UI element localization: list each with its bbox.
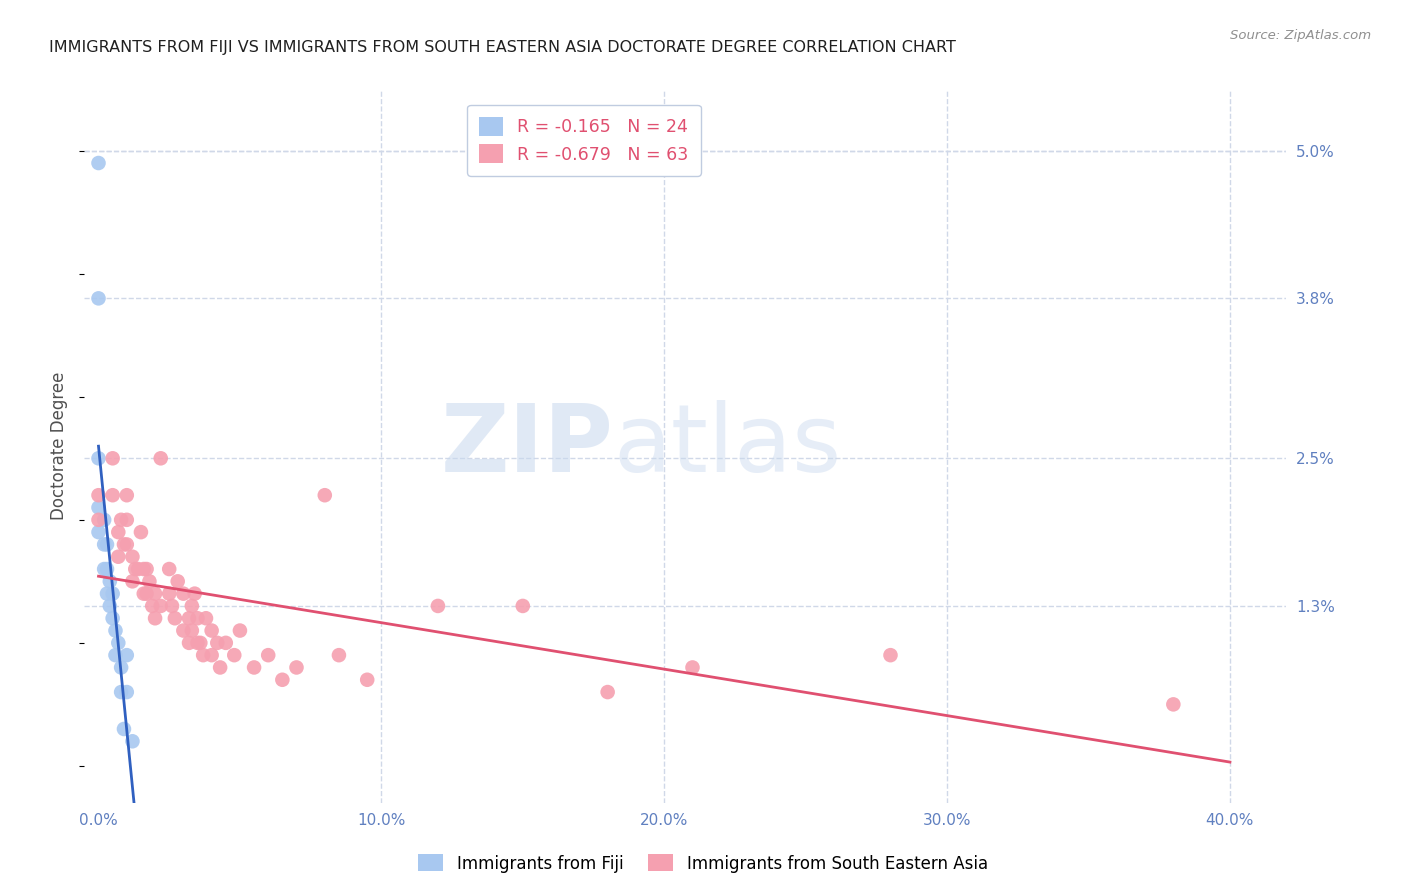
Text: Source: ZipAtlas.com: Source: ZipAtlas.com [1230, 29, 1371, 42]
Point [135, 562, 157, 576]
Y-axis label: Doctorate Degree: Doctorate Degree [51, 372, 69, 520]
Point [879, 648, 901, 662]
Point [96, 587, 118, 601]
Point [188, 636, 211, 650]
Point [163, 611, 186, 625]
Point [271, 673, 294, 687]
Point [224, 648, 246, 662]
Point [157, 562, 180, 576]
Point [121, 574, 143, 589]
Point [124, 562, 146, 576]
Point [101, 488, 124, 502]
Point [104, 648, 127, 662]
Point [149, 451, 172, 466]
Point [682, 660, 704, 674]
Point [98, 574, 121, 589]
Point [115, 537, 138, 551]
Point [121, 734, 143, 748]
Point [101, 587, 124, 601]
Point [132, 562, 155, 576]
Point [115, 488, 138, 502]
Point [209, 660, 232, 674]
Legend: Immigrants from Fiji, Immigrants from South Eastern Asia: Immigrants from Fiji, Immigrants from So… [412, 847, 994, 880]
Point [121, 549, 143, 564]
Point [195, 611, 218, 625]
Point [215, 636, 238, 650]
Point [143, 611, 166, 625]
Point [157, 587, 180, 601]
Point [115, 648, 138, 662]
Point [107, 525, 129, 540]
Point [426, 599, 449, 613]
Point [229, 624, 252, 638]
Point [93, 537, 115, 551]
Point [177, 611, 200, 625]
Point [96, 562, 118, 576]
Point [96, 537, 118, 551]
Point [186, 636, 208, 650]
Point [177, 636, 200, 650]
Point [180, 599, 202, 613]
Point [87, 451, 110, 466]
Point [172, 587, 194, 601]
Point [596, 685, 619, 699]
Point [191, 648, 214, 662]
Point [87, 500, 110, 515]
Point [112, 722, 135, 736]
Point [101, 611, 124, 625]
Legend: R = -0.165   N = 24, R = -0.679   N = 63: R = -0.165 N = 24, R = -0.679 N = 63 [467, 105, 700, 176]
Point [160, 599, 183, 613]
Point [132, 587, 155, 601]
Point [356, 673, 378, 687]
Point [104, 624, 127, 638]
Point [201, 648, 224, 662]
Point [138, 574, 160, 589]
Point [135, 587, 157, 601]
Point [183, 587, 205, 601]
Text: atlas: atlas [613, 400, 842, 492]
Point [172, 624, 194, 638]
Point [1163, 698, 1185, 712]
Point [141, 599, 163, 613]
Point [143, 587, 166, 601]
Point [98, 599, 121, 613]
Point [93, 513, 115, 527]
Point [107, 636, 129, 650]
Point [115, 513, 138, 527]
Point [127, 562, 149, 576]
Point [101, 451, 124, 466]
Point [87, 513, 110, 527]
Point [87, 488, 110, 502]
Point [93, 562, 115, 576]
Text: ZIP: ZIP [440, 400, 613, 492]
Point [180, 624, 202, 638]
Point [243, 660, 266, 674]
Point [207, 636, 229, 650]
Text: IMMIGRANTS FROM FIJI VS IMMIGRANTS FROM SOUTH EASTERN ASIA DOCTORATE DEGREE CORR: IMMIGRANTS FROM FIJI VS IMMIGRANTS FROM … [49, 40, 956, 55]
Point [107, 549, 129, 564]
Point [110, 685, 132, 699]
Point [149, 599, 172, 613]
Point [115, 685, 138, 699]
Point [201, 624, 224, 638]
Point [87, 525, 110, 540]
Point [166, 574, 188, 589]
Point [112, 537, 135, 551]
Point [512, 599, 534, 613]
Point [110, 513, 132, 527]
Point [110, 660, 132, 674]
Point [285, 660, 308, 674]
Point [314, 488, 336, 502]
Point [87, 156, 110, 170]
Point [129, 525, 152, 540]
Point [328, 648, 350, 662]
Point [257, 648, 280, 662]
Point [186, 611, 208, 625]
Point [87, 291, 110, 305]
